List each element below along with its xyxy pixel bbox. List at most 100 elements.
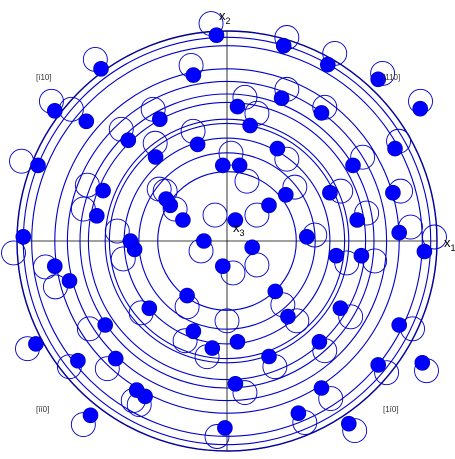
filled-spot-64 bbox=[93, 61, 109, 77]
filled-spot-21 bbox=[97, 317, 113, 333]
trace-circle-1 bbox=[138, 152, 316, 330]
filled-spot-0 bbox=[227, 212, 244, 228]
filled-spot-48 bbox=[261, 348, 277, 365]
open-spot-33 bbox=[9, 148, 34, 174]
filled-spot-7 bbox=[267, 283, 284, 300]
filled-spot-34 bbox=[416, 243, 433, 260]
trace-circle-4 bbox=[104, 118, 350, 364]
filled-spot-15 bbox=[204, 340, 221, 356]
filled-spot-47 bbox=[46, 103, 63, 119]
open-spot-56 bbox=[214, 308, 240, 334]
open-spot-55 bbox=[94, 356, 120, 382]
filled-spot-20 bbox=[332, 300, 349, 317]
filled-spot-39 bbox=[15, 229, 32, 245]
filled-spot-22 bbox=[227, 375, 244, 392]
open-spot-42 bbox=[234, 168, 260, 194]
trace-circle-3 bbox=[108, 122, 346, 360]
filled-spot-40 bbox=[370, 71, 387, 88]
filled-spot-16 bbox=[322, 184, 338, 201]
open-spot-34 bbox=[422, 224, 447, 250]
open-spot-4 bbox=[244, 252, 270, 278]
filled-spot-46 bbox=[387, 140, 403, 157]
filled-spot-37 bbox=[340, 415, 357, 432]
filled-spot-67 bbox=[175, 212, 191, 228]
filled-spot-60 bbox=[128, 382, 145, 398]
direction-upper-left: [ī10] bbox=[36, 73, 52, 82]
filled-spot-31 bbox=[391, 317, 408, 333]
x1-axis-label: x1 bbox=[444, 235, 455, 253]
trace-circles bbox=[16, 30, 438, 452]
filled-spot-50 bbox=[158, 191, 174, 207]
filled-spot-33 bbox=[30, 157, 46, 174]
trace-circle-7 bbox=[66, 80, 388, 402]
open-spot-10 bbox=[218, 140, 244, 166]
filled-spot-61 bbox=[370, 357, 387, 373]
filled-spot-52 bbox=[273, 90, 290, 106]
filled-spot-3 bbox=[196, 233, 212, 249]
filled-spots bbox=[15, 27, 433, 436]
filled-spot-32 bbox=[275, 37, 292, 54]
filled-spot-36 bbox=[217, 420, 233, 436]
filled-spot-26 bbox=[185, 67, 202, 83]
filled-spot-43 bbox=[311, 333, 328, 350]
filled-spot-66 bbox=[391, 224, 408, 241]
filled-spot-24 bbox=[313, 105, 330, 121]
filled-spot-35 bbox=[82, 407, 99, 424]
filled-spot-56 bbox=[229, 333, 246, 350]
filled-spot-8 bbox=[269, 140, 286, 157]
direction-lower-right: [1ī0] bbox=[383, 405, 399, 414]
open-spot-39 bbox=[1, 240, 26, 266]
filled-spot-55 bbox=[107, 350, 124, 367]
open-spot-58 bbox=[282, 174, 308, 200]
open-spot-63 bbox=[232, 84, 258, 110]
filled-spot-59 bbox=[328, 247, 345, 264]
filled-spot-51 bbox=[61, 273, 78, 289]
filled-spot-49 bbox=[349, 212, 366, 228]
open-spot-67 bbox=[162, 196, 188, 222]
open-spot-61 bbox=[374, 360, 400, 386]
open-spot-37 bbox=[342, 418, 368, 443]
trace-circle-8 bbox=[54, 68, 400, 414]
filled-spot-71 bbox=[345, 157, 361, 174]
x2-axis-label: x2 bbox=[219, 8, 231, 26]
trace-circle-6 bbox=[79, 93, 375, 389]
filled-spot-18 bbox=[152, 111, 168, 127]
filled-spot-12 bbox=[141, 300, 158, 317]
direction-upper-right: [110] bbox=[383, 73, 400, 82]
filled-spot-9 bbox=[147, 149, 164, 165]
open-spot-45 bbox=[172, 328, 198, 354]
filled-spot-38 bbox=[412, 100, 429, 117]
open-spot-20 bbox=[338, 304, 364, 330]
filled-spot-19 bbox=[242, 117, 258, 134]
filled-spot-14 bbox=[280, 308, 296, 325]
open-spot-1 bbox=[202, 202, 228, 228]
filled-spot-69 bbox=[28, 336, 44, 352]
filled-spot-57 bbox=[46, 258, 63, 275]
open-spot-8 bbox=[274, 146, 300, 172]
open-spot-11 bbox=[110, 246, 136, 272]
filled-spot-17 bbox=[95, 182, 111, 199]
filled-spot-27 bbox=[385, 184, 401, 201]
filled-spot-42 bbox=[231, 157, 248, 174]
open-spot-30 bbox=[318, 386, 344, 412]
filled-spot-41 bbox=[120, 132, 137, 148]
filled-spot-70 bbox=[189, 136, 206, 153]
filled-spot-1 bbox=[244, 239, 260, 256]
open-spot-36 bbox=[204, 424, 230, 449]
filled-spot-45 bbox=[185, 323, 202, 340]
filled-spot-54 bbox=[414, 354, 431, 371]
filled-spot-10 bbox=[215, 157, 231, 174]
filled-spot-68 bbox=[319, 56, 336, 73]
filled-spot-44 bbox=[122, 233, 139, 249]
filled-spot-63 bbox=[229, 98, 246, 115]
filled-spot-28 bbox=[70, 352, 86, 369]
filled-spot-25 bbox=[78, 113, 95, 130]
open-spot-44 bbox=[104, 218, 130, 244]
filled-spot-65 bbox=[290, 405, 307, 422]
filled-spot-4 bbox=[261, 197, 277, 214]
filled-spot-30 bbox=[313, 380, 330, 396]
open-spot-22 bbox=[232, 380, 258, 406]
open-spot-71 bbox=[350, 144, 376, 170]
direction-lower-left: [īī0] bbox=[36, 405, 49, 414]
